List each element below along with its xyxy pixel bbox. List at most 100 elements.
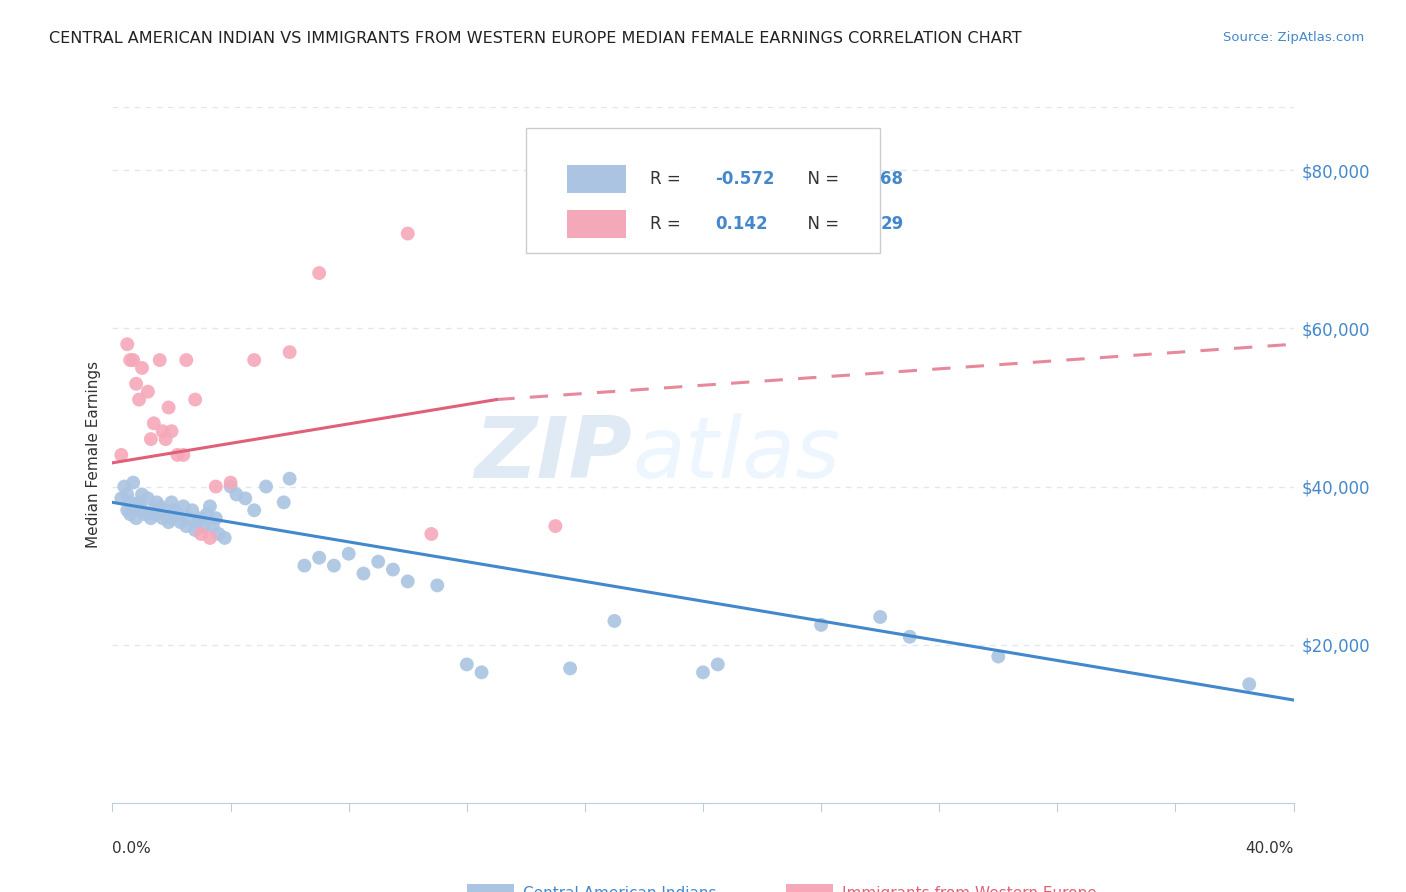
- Point: [352, 566, 374, 581]
- Point: [117, 337, 138, 351]
- Point: [396, 574, 419, 589]
- Point: [163, 503, 186, 517]
- FancyBboxPatch shape: [526, 128, 880, 253]
- Point: [233, 491, 256, 506]
- Point: [254, 479, 277, 493]
- Point: [110, 491, 132, 506]
- Point: [810, 618, 832, 632]
- Point: [139, 432, 162, 446]
- Point: [243, 503, 266, 517]
- Point: [120, 495, 142, 509]
- Point: [174, 519, 197, 533]
- Point: [122, 353, 145, 368]
- Point: [225, 487, 247, 501]
- Point: [149, 353, 172, 368]
- Point: [160, 495, 183, 509]
- Text: N =: N =: [797, 170, 845, 188]
- Point: [125, 500, 148, 514]
- Text: Source: ZipAtlas.com: Source: ZipAtlas.com: [1223, 31, 1364, 45]
- Text: 68: 68: [880, 170, 903, 188]
- Point: [112, 479, 135, 493]
- Text: N =: N =: [797, 215, 845, 233]
- Point: [122, 475, 145, 490]
- Point: [131, 487, 153, 501]
- Point: [157, 401, 180, 415]
- Point: [382, 563, 405, 577]
- Text: 0.0%: 0.0%: [112, 841, 152, 856]
- Point: [131, 361, 153, 376]
- Point: [169, 515, 191, 529]
- Y-axis label: Median Female Earnings: Median Female Earnings: [86, 361, 101, 549]
- Point: [190, 511, 212, 525]
- Point: [184, 392, 207, 407]
- Point: [149, 500, 172, 514]
- Point: [139, 511, 162, 525]
- Point: [456, 657, 478, 672]
- Point: [152, 424, 174, 438]
- Point: [898, 630, 921, 644]
- Point: [198, 500, 221, 514]
- Point: [157, 515, 180, 529]
- Point: [337, 547, 360, 561]
- Text: R =: R =: [650, 170, 686, 188]
- Point: [184, 523, 207, 537]
- Point: [179, 511, 201, 525]
- Point: [367, 555, 389, 569]
- Bar: [467, 883, 515, 892]
- Point: [420, 527, 443, 541]
- Point: [205, 479, 228, 493]
- Point: [426, 578, 449, 592]
- Point: [166, 448, 188, 462]
- Point: [323, 558, 346, 573]
- Point: [136, 384, 159, 399]
- Point: [208, 527, 231, 541]
- Bar: [567, 166, 626, 194]
- Text: atlas: atlas: [633, 413, 841, 497]
- Point: [142, 417, 165, 431]
- Text: -0.572: -0.572: [714, 170, 775, 188]
- Point: [308, 550, 330, 565]
- Point: [110, 448, 132, 462]
- Point: [706, 657, 728, 672]
- Point: [544, 519, 567, 533]
- Point: [470, 665, 494, 680]
- Point: [195, 507, 218, 521]
- Point: [214, 531, 236, 545]
- Point: [205, 511, 228, 525]
- Point: [201, 519, 224, 533]
- Point: [172, 500, 194, 514]
- Point: [198, 531, 221, 545]
- Bar: [567, 210, 626, 238]
- Text: CENTRAL AMERICAN INDIAN VS IMMIGRANTS FROM WESTERN EUROPE MEDIAN FEMALE EARNINGS: CENTRAL AMERICAN INDIAN VS IMMIGRANTS FR…: [49, 31, 1022, 46]
- Point: [219, 475, 242, 490]
- Point: [692, 665, 714, 680]
- Text: 29: 29: [880, 215, 904, 233]
- Point: [125, 511, 148, 525]
- Point: [120, 353, 142, 368]
- Text: R =: R =: [650, 215, 686, 233]
- Point: [125, 376, 148, 391]
- Point: [190, 527, 212, 541]
- Point: [120, 507, 142, 521]
- Text: 0.142: 0.142: [714, 215, 768, 233]
- Point: [128, 495, 150, 509]
- Point: [160, 424, 183, 438]
- Point: [181, 503, 204, 517]
- Point: [869, 610, 891, 624]
- Text: 40.0%: 40.0%: [1246, 841, 1294, 856]
- Point: [155, 432, 177, 446]
- Point: [152, 511, 174, 525]
- Point: [987, 649, 1010, 664]
- Point: [273, 495, 295, 509]
- Point: [187, 515, 209, 529]
- Point: [117, 487, 138, 501]
- Point: [308, 266, 330, 280]
- Point: [160, 511, 183, 525]
- Point: [142, 503, 165, 517]
- Point: [128, 392, 150, 407]
- Point: [219, 479, 242, 493]
- Text: Central American Indians: Central American Indians: [523, 886, 717, 892]
- Text: ZIP: ZIP: [474, 413, 633, 497]
- Point: [243, 353, 266, 368]
- Point: [1239, 677, 1261, 691]
